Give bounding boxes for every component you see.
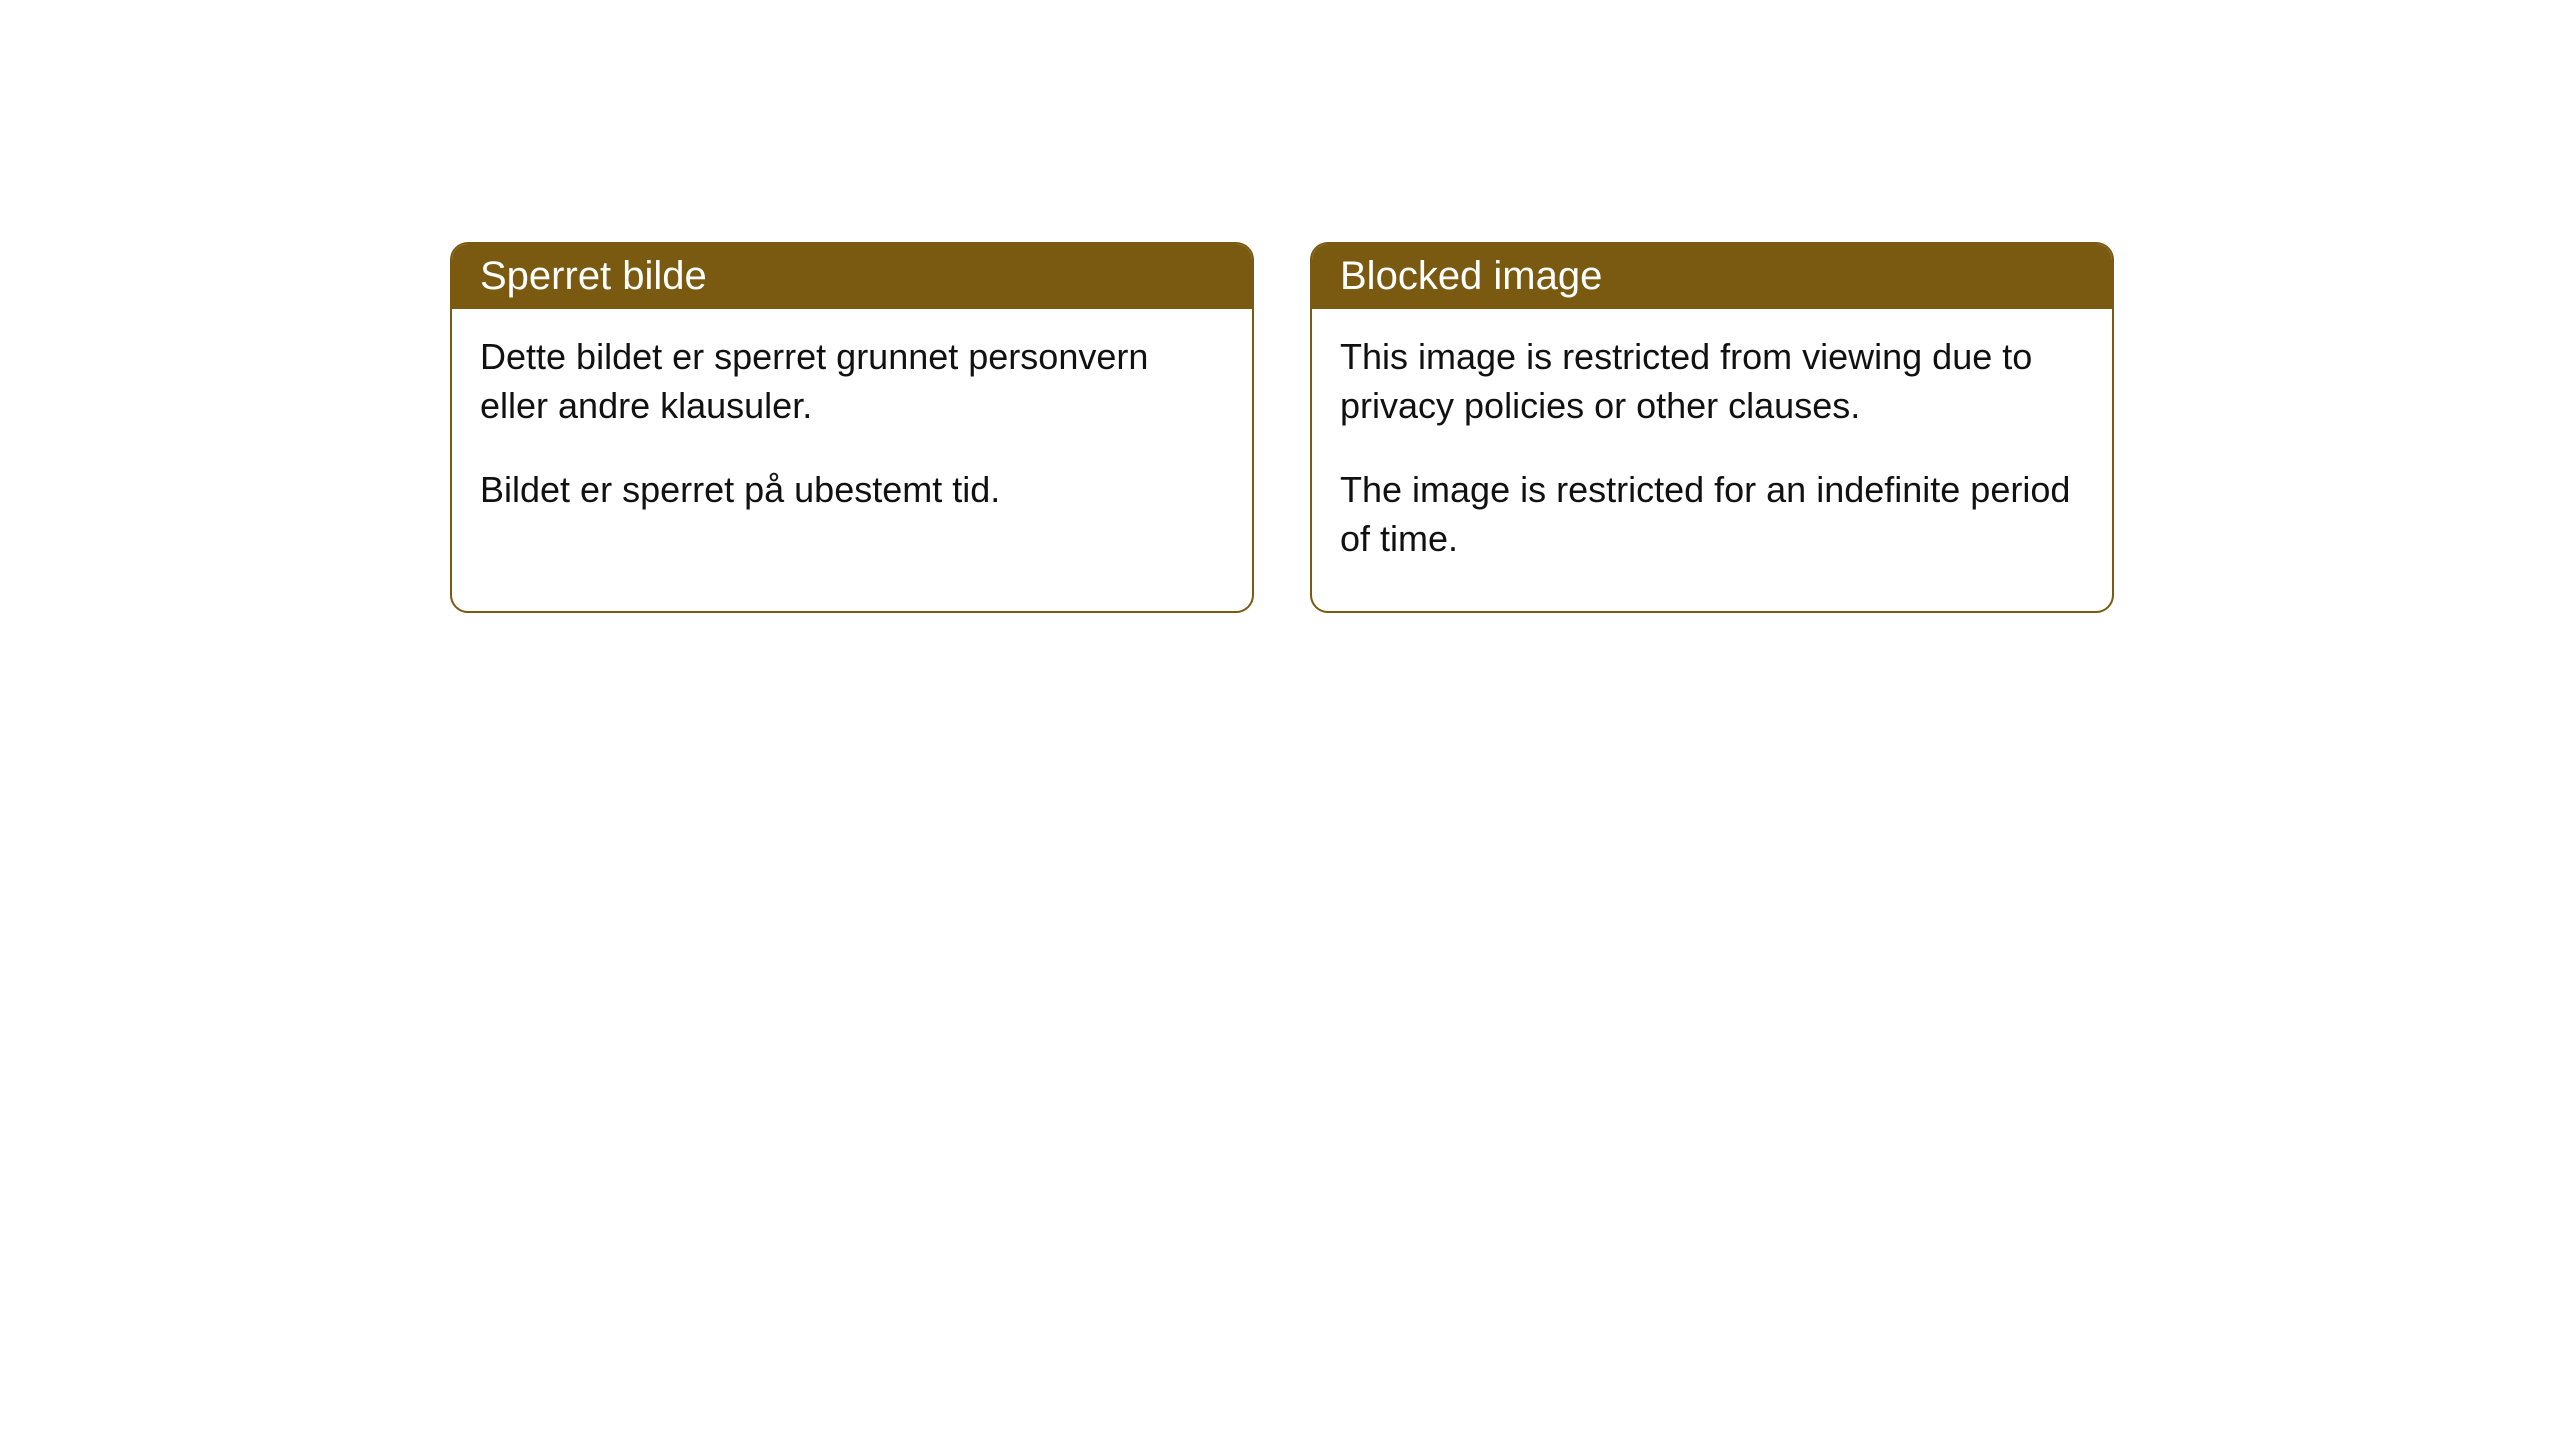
card-paragraph-2: The image is restricted for an indefinit…: [1340, 466, 2084, 563]
card-header: Blocked image: [1312, 244, 2112, 309]
card-title: Sperret bilde: [480, 254, 707, 298]
card-paragraph-1: Dette bildet er sperret grunnet personve…: [480, 333, 1224, 430]
notice-card-english: Blocked image This image is restricted f…: [1310, 242, 2114, 613]
card-paragraph-2: Bildet er sperret på ubestemt tid.: [480, 466, 1224, 515]
card-header: Sperret bilde: [452, 244, 1252, 309]
notice-cards-container: Sperret bilde Dette bildet er sperret gr…: [450, 242, 2114, 613]
card-paragraph-1: This image is restricted from viewing du…: [1340, 333, 2084, 430]
card-title: Blocked image: [1340, 254, 1602, 298]
card-body: This image is restricted from viewing du…: [1312, 309, 2112, 611]
notice-card-norwegian: Sperret bilde Dette bildet er sperret gr…: [450, 242, 1254, 613]
card-body: Dette bildet er sperret grunnet personve…: [452, 309, 1252, 563]
